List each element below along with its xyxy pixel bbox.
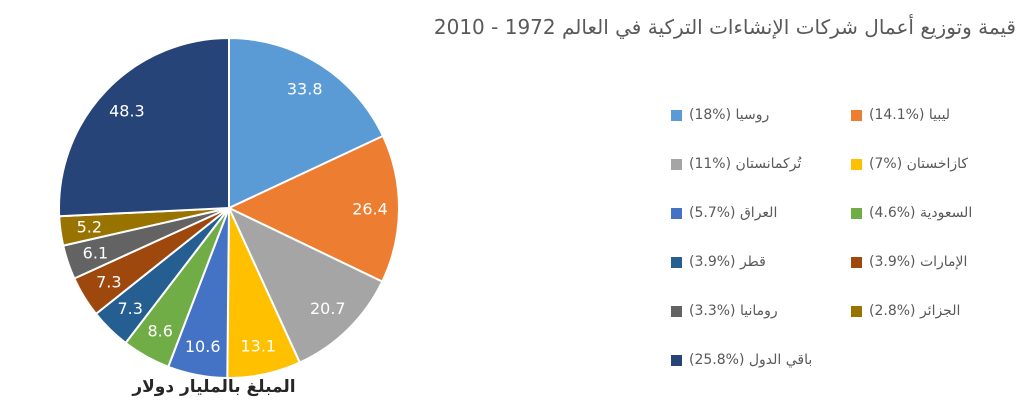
pie-slice-label-2: 20.7 xyxy=(310,299,346,318)
legend-item-label: كازاخستان (%7) xyxy=(869,156,969,172)
legend-item-3: كازاخستان (%7) xyxy=(851,153,972,175)
pie-slice-label-1: 26.4 xyxy=(352,199,388,218)
legend-item-label: باقي الدول (%25.8) xyxy=(689,352,813,368)
pie-slice-10 xyxy=(58,37,230,218)
pie-slice-label-6: 7.3 xyxy=(117,299,142,318)
legend-item-label: العراق (%5.7) xyxy=(689,205,778,221)
legend-item-label: روسيا (%18) xyxy=(689,107,770,123)
legend-color-swatch xyxy=(671,305,682,317)
legend-color-swatch xyxy=(851,207,862,219)
legend-item-4: العراق (%5.7) xyxy=(671,202,812,224)
legend-color-swatch xyxy=(851,305,862,317)
pie-slice-label-9: 5.2 xyxy=(77,218,102,237)
legend-column-left: روسيا (%18) تُركمانستان (%11) العراق (%5.7… xyxy=(671,104,812,371)
pie-slice-label-4: 10.6 xyxy=(185,337,221,356)
legend-color-swatch xyxy=(671,256,682,268)
legend-item-9: الجزائر (%2.8) xyxy=(851,300,972,322)
legend-item-label: السعودية (%4.6) xyxy=(869,205,973,221)
chart-title: قيمة وتوزيع أعمال شركات الإنشاءات التركي… xyxy=(433,15,1016,39)
pie-slice-1 xyxy=(228,134,400,283)
legend-item-0: روسيا (%18) xyxy=(671,104,812,126)
legend-color-swatch xyxy=(671,354,682,366)
legend-color-swatch xyxy=(851,256,862,268)
legend-item-6: قطر (%3.9) xyxy=(671,251,812,273)
legend-item-label: رومانيا (%3.3) xyxy=(689,303,778,319)
pie-slice-label-8: 6.1 xyxy=(83,244,108,263)
legend-color-swatch xyxy=(671,207,682,219)
legend-item-7: الإمارات (%3.9) xyxy=(851,251,972,273)
unit-label: المبلغ بالمليار دولار xyxy=(132,377,296,397)
legend-color-swatch xyxy=(671,109,682,121)
legend-item-label: تُركمانستان (%11) xyxy=(689,156,802,172)
legend-item-5: السعودية (%4.6) xyxy=(851,202,972,224)
legend-color-swatch xyxy=(851,158,862,170)
pie-slice-label-3: 13.1 xyxy=(240,337,276,356)
pie-slice-label-10: 48.3 xyxy=(109,101,145,120)
legend-item-10: باقي الدول (%25.8) xyxy=(671,349,812,371)
legend-item-1: ليبيا (%14.1) xyxy=(851,104,972,126)
legend-item-label: الإمارات (%3.9) xyxy=(869,254,968,270)
pie-slice-label-0: 33.8 xyxy=(287,80,323,99)
legend-item-label: ليبيا (%14.1) xyxy=(869,107,951,123)
legend-item-8: رومانيا (%3.3) xyxy=(671,300,812,322)
pie-slice-0 xyxy=(228,37,384,209)
legend-item-label: الجزائر (%2.8) xyxy=(869,303,961,319)
legend-item-label: قطر (%3.9) xyxy=(689,254,766,270)
pie-slice-2 xyxy=(228,207,384,364)
pie-slice-label-5: 8.6 xyxy=(147,322,172,341)
legend-color-swatch xyxy=(671,158,682,170)
legend-column-right: ليبيا (%14.1) كازاخستان (%7) السعودية (%4.… xyxy=(851,104,972,322)
pie-slice-label-7: 7.3 xyxy=(96,272,121,291)
legend-color-swatch xyxy=(851,109,862,121)
legend-item-2: تُركمانستان (%11) xyxy=(671,153,812,175)
